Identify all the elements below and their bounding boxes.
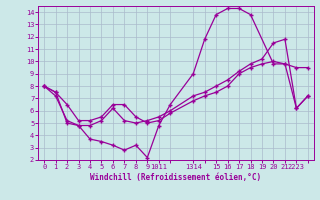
X-axis label: Windchill (Refroidissement éolien,°C): Windchill (Refroidissement éolien,°C) — [91, 173, 261, 182]
